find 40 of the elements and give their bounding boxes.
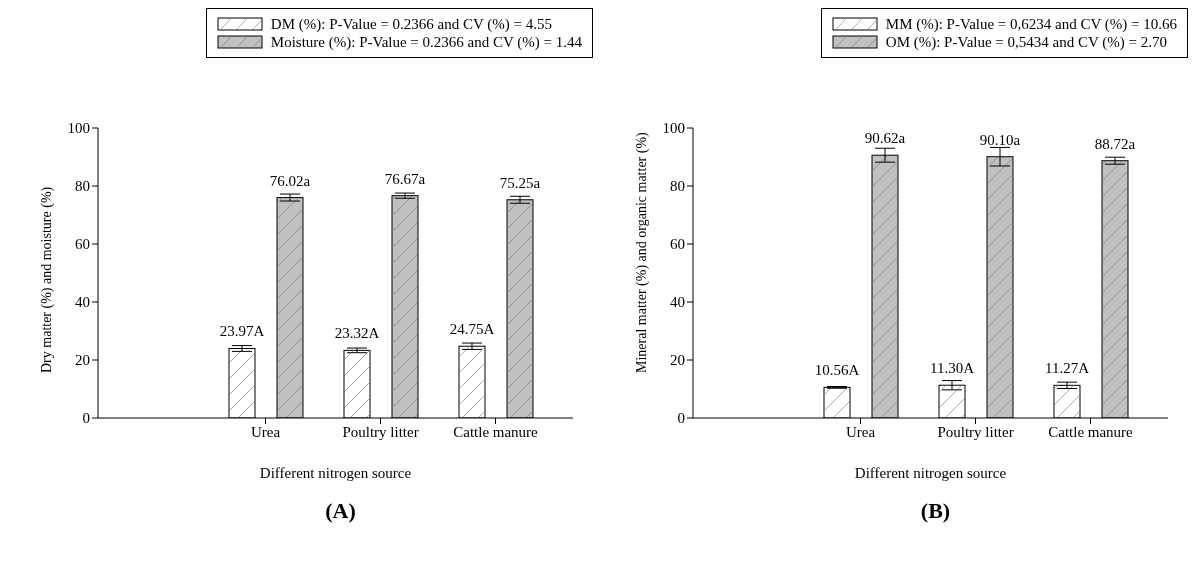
x-tick-label: Poultry litter	[342, 423, 419, 440]
x-tick-label: Poultry litter	[937, 423, 1014, 440]
y-tick-label: 20	[75, 352, 90, 369]
y-tick-label: 40	[670, 294, 685, 311]
y-tick-label: 80	[75, 178, 90, 195]
y-tick-label: 80	[670, 178, 685, 195]
legend-label: MM (%): P-Value = 0,6234 and CV (%) = 10.66	[885, 15, 1177, 33]
y-axis-title: Mineral matter (%) and organic matter (%)	[633, 131, 650, 373]
data-label: 23.97A	[219, 323, 265, 340]
legend-label: DM (%): P-Value = 0.2366 and CV (%) = 4.55	[270, 15, 553, 33]
data-label: 11.27A	[1044, 360, 1090, 377]
y-axis-title: Dry matter (%) and moisture (%)	[38, 186, 55, 373]
y-tick-label: 40	[75, 294, 90, 311]
data-label: 10.56A	[814, 362, 860, 379]
data-label: 11.30A	[929, 360, 975, 377]
data-label: 23.32A	[334, 325, 380, 342]
y-tick-label: 100	[662, 120, 685, 137]
y-tick-label: 0	[82, 410, 90, 427]
x-axis-title: Different nitrogen source	[259, 465, 412, 481]
data-label: 76.67a	[384, 170, 426, 187]
y-tick-label: 60	[75, 236, 90, 253]
text: (A)	[324, 498, 357, 524]
data-label: 90.62a	[864, 130, 906, 147]
data-label: 75.25a	[499, 174, 541, 191]
data-label: 90.10a	[979, 131, 1021, 148]
text: (B)	[919, 498, 952, 524]
data-label: 88.72a	[1094, 135, 1136, 152]
x-tick-label: Urea	[845, 423, 876, 440]
y-tick-label: 100	[67, 120, 90, 137]
x-axis-title: Different nitrogen source	[854, 465, 1007, 481]
legend-label: Moisture (%): P-Value = 0.2366 and CV (%) = 1.44	[270, 33, 582, 51]
data-label: 24.75A	[449, 321, 495, 338]
y-tick-label: 20	[670, 352, 685, 369]
legend-label: OM (%): P-Value = 0,5434 and CV (%) = 2.70	[885, 33, 1167, 51]
x-tick-label: Cattle manure	[1048, 423, 1134, 440]
data-label: 76.02a	[269, 172, 311, 189]
x-tick-label: Cattle manure	[453, 423, 539, 440]
y-tick-label: 60	[670, 236, 685, 253]
y-tick-label: 0	[677, 410, 685, 427]
x-tick-label: Urea	[250, 423, 281, 440]
